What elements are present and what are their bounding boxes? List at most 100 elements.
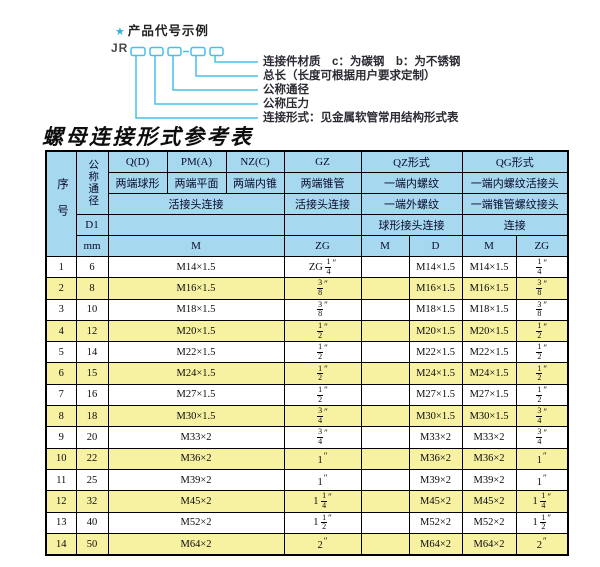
cell-seq: 7 — [45, 383, 77, 407]
table-row: 14 50 M64×2 2″ M64×2 M64×2 2″ — [45, 532, 569, 556]
cell-m: M27×1.5 — [107, 383, 285, 407]
header-sub-zg1: ZG — [283, 235, 362, 257]
header-qg-desc: 一端内螺纹活接头 — [461, 172, 569, 194]
cell-qg-zg: 1 4 ″ — [515, 255, 569, 279]
cell-qz-d: M18×1.5 — [408, 298, 463, 321]
cell-m: M20×1.5 — [107, 319, 285, 343]
table-row: 9 20 M33×2 3 4 ″ M33×2 M33×2 3 4 ″ — [45, 426, 569, 449]
cell-qg-zg: 1 2 ″ — [515, 383, 569, 407]
cell-seq: 1 — [45, 255, 77, 279]
header-seq: 序号 — [45, 150, 77, 257]
header-sub-m3: M — [461, 235, 517, 257]
cell-gz: 1 1 4 ″ — [283, 490, 362, 513]
connector-line-2 — [195, 56, 258, 77]
cell-qg-zg: 1 1 4 ″ — [515, 490, 569, 513]
cell-qz-d: M45×2 — [408, 490, 463, 513]
cell-qg-zg: 3 4 ″ — [515, 405, 569, 428]
header-d1: D1 — [75, 214, 109, 236]
cell-qz-d: M27×1.5 — [408, 383, 463, 407]
header-blank-1 — [107, 214, 285, 236]
cell-seq: 3 — [45, 298, 77, 321]
cell-m: M39×2 — [107, 468, 285, 492]
header-pm-a: PM(A) — [166, 150, 227, 173]
connector-line-3 — [172, 56, 258, 91]
cell-dn: 12 — [75, 319, 109, 343]
header-sub-d: D — [408, 235, 463, 257]
cell-qg-zg: 2″ — [515, 532, 569, 556]
header-gz: GZ — [283, 150, 362, 173]
cell-gz: 1 2 ″ — [283, 319, 362, 343]
header-mm: mm — [75, 235, 109, 257]
cell-qg-zg: 1″ — [515, 468, 569, 492]
cell-qg-zg: 3 8 ″ — [515, 277, 569, 300]
cell-qz-m — [360, 319, 410, 343]
cell-m: M64×2 — [107, 532, 285, 556]
cell-qz-d: M30×1.5 — [408, 405, 463, 428]
cell-qz-m — [360, 383, 410, 407]
cell-qg-zg: 1 2 ″ — [515, 362, 569, 385]
cell-gz: 3 8 ″ — [283, 298, 362, 321]
cell-qg-zg: 1″ — [515, 447, 569, 470]
code-box-3 — [167, 46, 182, 57]
cell-qg-m: M24×1.5 — [461, 362, 517, 385]
cell-qz-m — [360, 490, 410, 513]
cell-seq: 8 — [45, 405, 77, 428]
cell-seq: 10 — [45, 447, 77, 470]
diagram-title: ★ 产品代号示例 — [115, 20, 209, 39]
cell-qg-zg: 3 8 ″ — [515, 298, 569, 321]
cell-seq: 12 — [45, 490, 77, 513]
cell-gz: 3 4 ″ — [283, 426, 362, 449]
table-row: 5 14 M22×1.5 1 2 ″ M22×1.5 M22×1.5 1 2 ″ — [45, 341, 569, 364]
cell-gz: 1″ — [283, 447, 362, 470]
cell-m: M36×2 — [107, 447, 285, 470]
table-row: 7 16 M27×1.5 1 2 ″ M27×1.5 M27×1.5 1 2 ″ — [45, 383, 569, 407]
cell-qg-zg: 3 4 ″ — [515, 426, 569, 449]
cell-dn: 22 — [75, 447, 109, 470]
cell-dn: 32 — [75, 490, 109, 513]
cell-qz-d: M64×2 — [408, 532, 463, 556]
table-row: 11 25 M39×2 1″ M39×2 M39×2 1″ — [45, 468, 569, 492]
cell-qz-d: M16×1.5 — [408, 277, 463, 300]
cell-qg-m: M52×2 — [461, 511, 517, 534]
cell-qz-d: M14×1.5 — [408, 255, 463, 279]
header-sub-m2: M — [360, 235, 410, 257]
cell-gz: 1″ — [283, 468, 362, 492]
cell-qz-m — [360, 447, 410, 470]
cell-qz-m — [360, 341, 410, 364]
header-qz-desc: 一端内螺纹 — [360, 172, 463, 194]
cell-qz-m — [360, 362, 410, 385]
cell-qg-m: M14×1.5 — [461, 255, 517, 279]
cell-qg-m: M22×1.5 — [461, 341, 517, 364]
table-row: 2 8 M16×1.5 3 8 ″ M16×1.5 M16×1.5 3 8 ″ — [45, 277, 569, 300]
cell-dn: 6 — [75, 255, 109, 279]
table-row: 1 6 M14×1.5 ZG 1 4 ″ M14×1.5 M14×1.5 1 4 ″ — [45, 255, 569, 279]
cell-qz-m — [360, 405, 410, 428]
cell-qz-m — [360, 468, 410, 492]
cell-qz-m — [360, 255, 410, 279]
table-header: 序号 公称通径 Q(D) PM(A) NZ(C) GZ QZ形式 QG形式 两端… — [45, 150, 569, 257]
cell-m: M33×2 — [107, 426, 285, 449]
cell-gz: 2″ — [283, 532, 362, 556]
cell-gz: ZG 1 4 ″ — [283, 255, 362, 279]
cell-qz-d: M39×2 — [408, 468, 463, 492]
header-sub-zg2: ZG — [515, 235, 569, 257]
cell-seq: 2 — [45, 277, 77, 300]
header-blank-2 — [283, 214, 362, 236]
cell-qg-zg: 1 1 2 ″ — [515, 511, 569, 534]
cell-qg-m: M64×2 — [461, 532, 517, 556]
table-row: 3 10 M18×1.5 3 8 ″ M18×1.5 M18×1.5 3 8 ″ — [45, 298, 569, 321]
header-qz-form: QZ形式 — [360, 150, 463, 173]
cell-dn: 50 — [75, 532, 109, 556]
cell-qz-m — [360, 277, 410, 300]
cell-m: M24×1.5 — [107, 362, 285, 385]
cell-dn: 40 — [75, 511, 109, 534]
header-qg-taper: 一端锥管螺纹接头 — [461, 193, 569, 215]
cell-dn: 20 — [75, 426, 109, 449]
diagram-label-material: 连接件材质 c：为碳钢 b：为不锈钢 — [263, 56, 461, 68]
cell-qg-m: M20×1.5 — [461, 319, 517, 343]
cell-qg-m: M39×2 — [461, 468, 517, 492]
cell-dn: 10 — [75, 298, 109, 321]
cell-qg-m: M30×1.5 — [461, 405, 517, 428]
nut-connection-table: 序号 公称通径 Q(D) PM(A) NZ(C) GZ QZ形式 QG形式 两端… — [45, 150, 570, 557]
header-gz-union: 活接头连接 — [283, 193, 362, 215]
